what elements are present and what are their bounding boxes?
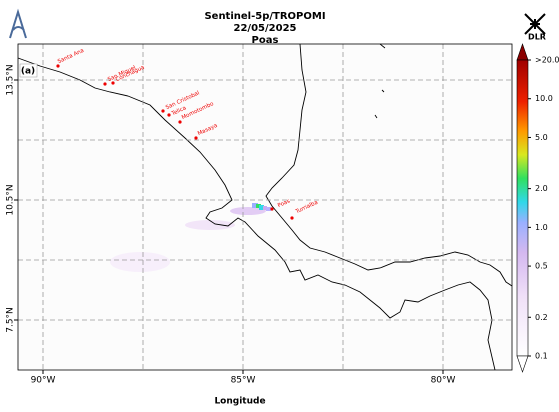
colorbar: >20.0 10.0 5.0 2.0 1.0 0.5 0.2 0.1 — [516, 43, 559, 373]
y-tick-label: 10.5°N — [6, 184, 16, 215]
institute-logo — [9, 8, 27, 39]
title-line: 22/05/2025 — [234, 23, 297, 34]
panel-label: (a) — [21, 67, 35, 77]
axes-frame — [17, 43, 513, 371]
dlr-logo: DLR — [524, 13, 546, 42]
colorbar-tick-label: 5.0 — [535, 133, 548, 142]
volcano-label: Poas — [277, 198, 291, 209]
colorbar-tick-label: 0.2 — [535, 313, 548, 322]
colorbar-tick-label: 10.0 — [535, 94, 553, 103]
title-line: Poas — [252, 35, 279, 46]
colorbar-tick-label: >20.0 — [535, 56, 559, 65]
logo-text: DLR — [528, 33, 546, 42]
y-tick-label: 7.5°N — [6, 307, 16, 333]
panel-label-box — [19, 63, 38, 78]
colorbar-tick-label: 2.0 — [535, 184, 548, 193]
x-axis-label: Longitude — [214, 397, 265, 407]
colorbar-tick-label: 0.1 — [535, 352, 548, 361]
x-tick-label: 90°W — [31, 376, 56, 386]
colorbar-tick-label: 1.0 — [535, 223, 548, 232]
x-tick-label: 80°W — [431, 376, 456, 386]
y-tick-label: 13.5°N — [6, 64, 16, 95]
map-frame — [17, 43, 513, 371]
title-line: Sentinel-5p/TROPOMI — [204, 11, 325, 22]
x-tick-label: 85°W — [231, 376, 256, 386]
colorbar-tick-label: 0.5 — [535, 262, 548, 271]
